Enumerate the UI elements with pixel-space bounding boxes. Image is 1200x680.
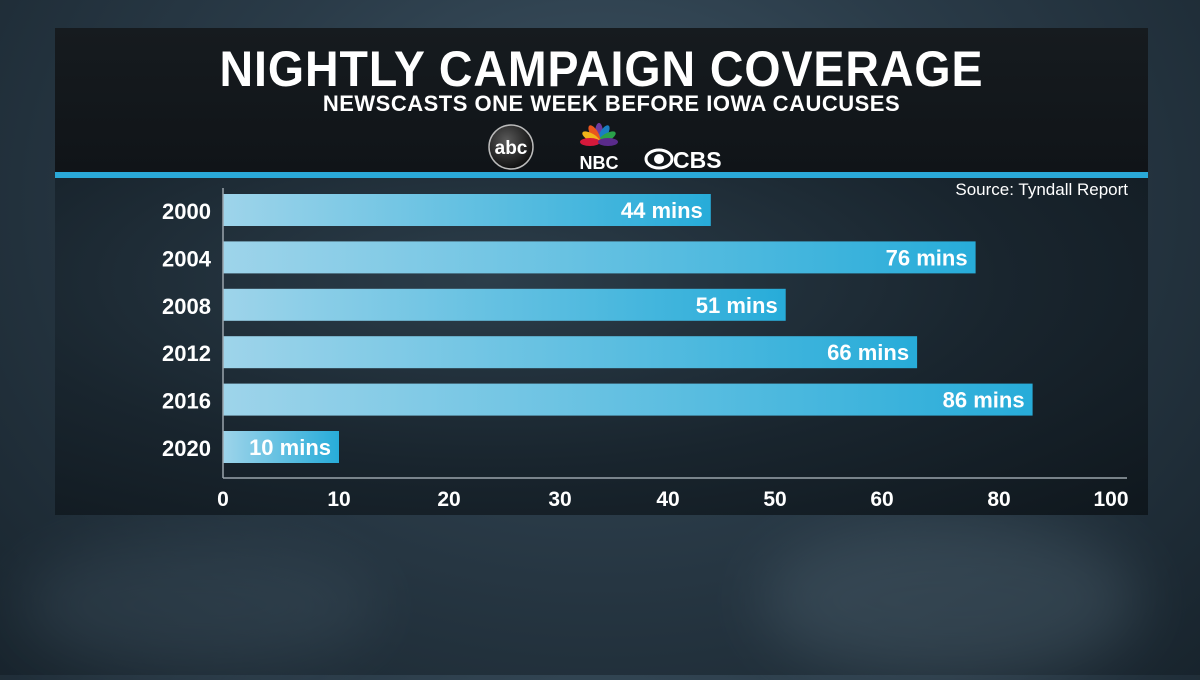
category-label-2008: 2008 [162, 294, 211, 319]
nbc-logo-text: NBC [580, 153, 619, 172]
header-divider [55, 172, 1148, 178]
bar-2012 [223, 336, 918, 369]
x-tick-label-40: 40 [656, 488, 679, 511]
category-label-2000: 2000 [162, 199, 211, 224]
chart-header: NIGHTLY CAMPAIGN COVERAGE NEWSCASTS ONE … [55, 28, 1148, 174]
bar-data-label-2004: 76 mins [886, 245, 968, 270]
bar-data-label-2012: 66 mins [827, 340, 909, 365]
bar-data-label-2008: 51 mins [696, 293, 778, 318]
x-tick-label-20: 20 [437, 488, 460, 511]
nbc-peacock-logo-icon: NBC [580, 123, 619, 172]
category-label-2012: 2012 [162, 341, 211, 366]
x-tick-label-50: 50 [763, 488, 786, 511]
bar-2020 [223, 431, 339, 463]
chart-subtitle: NEWSCASTS ONE WEEK BEFORE IOWA CAUCUSES [322, 91, 901, 116]
category-label-2016: 2016 [162, 389, 211, 414]
cbs-logo-text: CBS [673, 147, 722, 172]
network-logos: abc NBC CBS [488, 123, 722, 172]
cbs-eye-logo-icon: CBS [644, 147, 722, 172]
source-note: Source: Tyndall Report [955, 180, 1128, 199]
x-tick-label-80: 80 [987, 488, 1010, 511]
bar-data-label-2020: 10 mins [249, 435, 331, 460]
category-label-2020: 2020 [162, 436, 211, 461]
x-tick-label-10: 10 [327, 488, 350, 511]
chart-title: NIGHTLY CAMPAIGN COVERAGE [219, 41, 984, 97]
chart-panel: NIGHTLY CAMPAIGN COVERAGE NEWSCASTS ONE … [55, 28, 1148, 515]
category-label-2004: 2004 [162, 246, 212, 271]
bar-chart: 44 mins 2000 76 mins 2004 51 mins 2008 66 mins… [162, 188, 1129, 511]
bar-data-label-2016: 86 mins [943, 388, 1025, 413]
bar-2016 [223, 383, 1033, 416]
bar-2008 [223, 288, 786, 321]
bar-2004 [223, 241, 976, 274]
x-tick-label-30: 30 [548, 488, 571, 511]
bar-2000 [223, 194, 711, 226]
x-tick-label-100: 100 [1093, 488, 1128, 511]
bar-data-label-2000: 44 mins [621, 198, 703, 223]
x-tick-label-0: 0 [217, 488, 229, 511]
x-tick-label-60: 60 [870, 488, 893, 511]
abc-logo-icon: abc [488, 124, 534, 170]
abc-logo-text: abc [495, 138, 528, 159]
